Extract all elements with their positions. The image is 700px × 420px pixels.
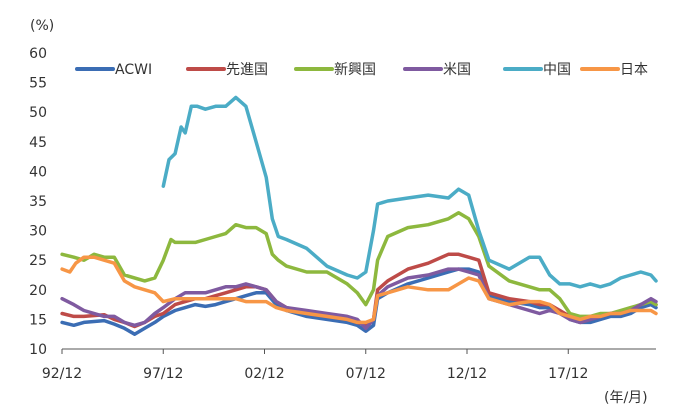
y-tick-label: 25 <box>29 253 47 269</box>
x-tick-label: 12/12 <box>447 366 487 382</box>
y-axis-label: (%) <box>30 18 54 34</box>
y-tick-label: 35 <box>29 194 47 210</box>
y-tick-label: 40 <box>29 164 47 180</box>
legend-label: 米国 <box>443 62 471 78</box>
x-tick-label: 02/12 <box>244 366 284 382</box>
legend-label: 先進国 <box>226 62 268 78</box>
y-tick-label: 10 <box>29 342 47 358</box>
legend-label: 新興国 <box>334 62 376 78</box>
legend-label: ACWI <box>115 62 152 78</box>
y-tick-label: 55 <box>29 76 47 92</box>
series-line-4 <box>161 95 658 289</box>
x-tick-label: 17/12 <box>548 366 588 382</box>
y-axis-ticks: 10 15 20 25 30 35 40 45 50 55 60 <box>29 46 47 358</box>
legend-label: 中国 <box>543 62 571 78</box>
x-tick-label: 07/12 <box>346 366 386 382</box>
y-tick-label: 45 <box>29 135 47 151</box>
y-tick-label: 30 <box>29 224 47 240</box>
x-axis-label: (年/月) <box>604 390 648 406</box>
x-tick-label: 92/12 <box>42 366 82 382</box>
series-line-2 <box>60 211 658 319</box>
series-lines <box>60 95 658 336</box>
y-tick-label: 15 <box>29 312 47 328</box>
x-tick-label: 97/12 <box>143 366 183 382</box>
legend: ACWI 先進国 新興国 米国 中国 日本 <box>75 62 648 78</box>
y-tick-label: 20 <box>29 283 47 299</box>
legend-label: 日本 <box>620 62 648 78</box>
x-axis-ticks: 92/12 97/12 02/12 07/12 12/12 17/12 <box>42 349 588 382</box>
series-line-5 <box>60 255 658 325</box>
y-tick-label: 60 <box>29 46 47 62</box>
y-tick-label: 50 <box>29 105 47 121</box>
